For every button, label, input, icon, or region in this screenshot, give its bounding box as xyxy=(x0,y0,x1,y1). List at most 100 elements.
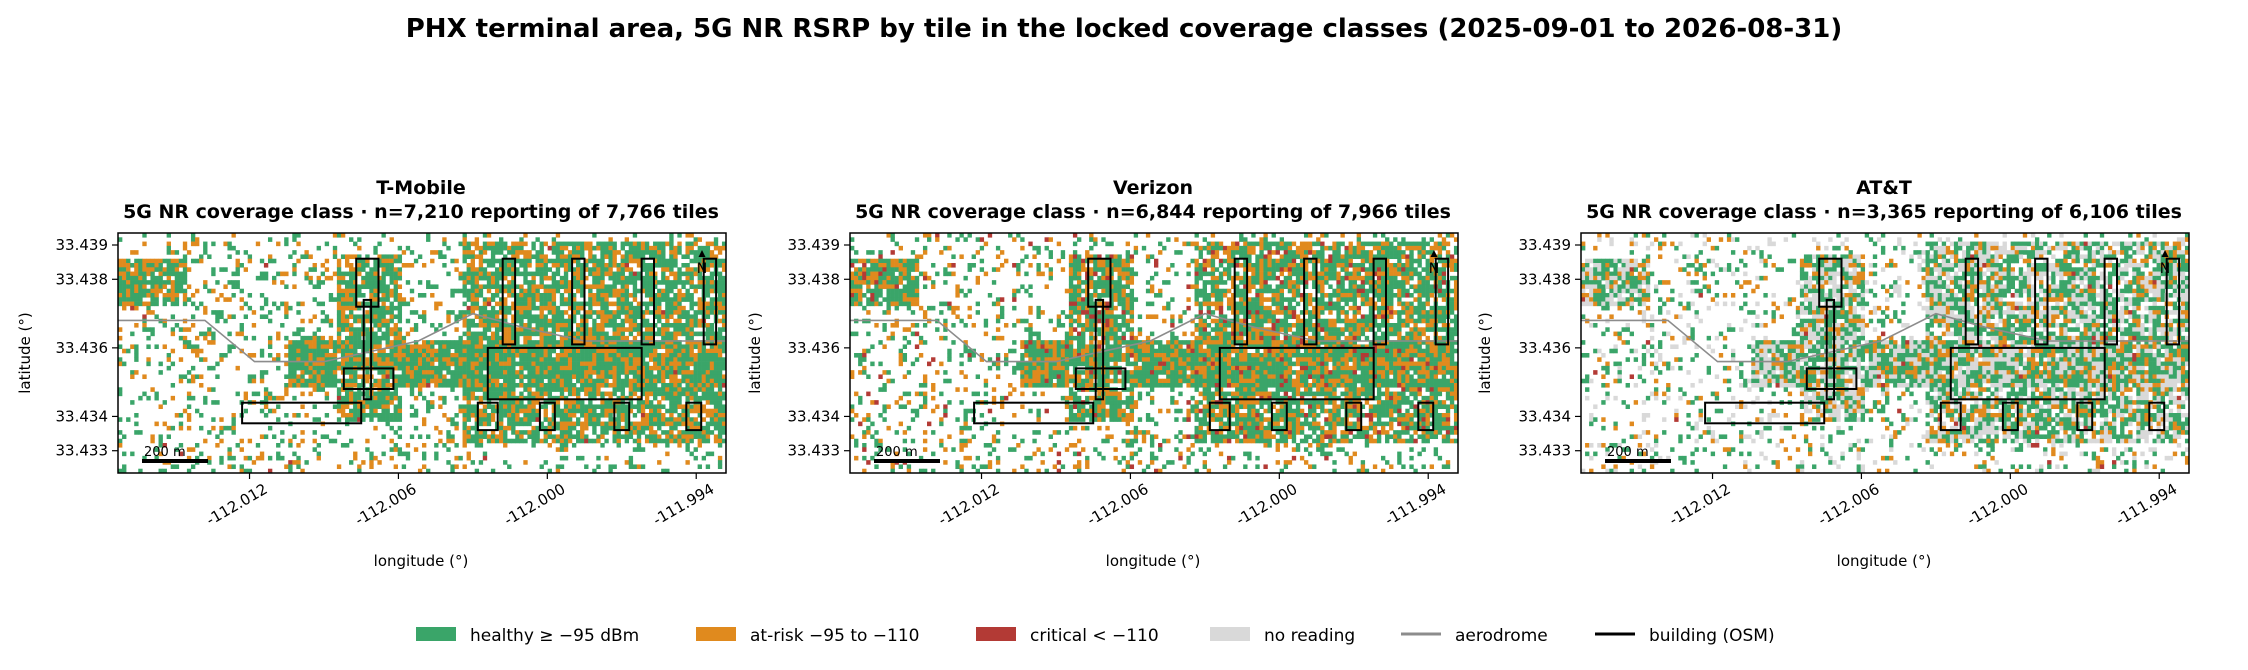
coverage-tile xyxy=(1210,263,1216,268)
coverage-tile xyxy=(563,275,569,281)
coverage-tile xyxy=(316,365,321,371)
coverage-tile xyxy=(555,344,561,350)
coverage-tile xyxy=(523,353,528,358)
coverage-tile xyxy=(393,297,398,302)
coverage-tile xyxy=(373,271,378,277)
coverage-tile xyxy=(721,417,726,422)
coverage-tile xyxy=(255,275,261,281)
coverage-tile xyxy=(166,267,171,272)
coverage-tile xyxy=(580,263,585,268)
coverage-tile xyxy=(648,280,654,285)
coverage-tile xyxy=(1445,250,1451,255)
coverage-tile xyxy=(657,438,662,444)
coverage-tile xyxy=(426,353,431,358)
coverage-tile xyxy=(219,460,224,465)
coverage-tile xyxy=(527,254,532,260)
coverage-tile xyxy=(624,353,630,358)
coverage-tile xyxy=(632,233,638,238)
coverage-tile xyxy=(681,417,686,422)
coverage-tile xyxy=(616,357,621,362)
coverage-tile xyxy=(389,425,394,431)
coverage-tile xyxy=(685,361,690,367)
coverage-tile xyxy=(1226,245,1232,251)
coverage-tile xyxy=(604,438,609,444)
coverage-tile xyxy=(628,241,634,247)
coverage-tile xyxy=(580,327,585,332)
coverage-tile xyxy=(612,344,617,350)
coverage-tile xyxy=(673,374,678,380)
coverage-tile xyxy=(336,430,342,435)
coverage-tile xyxy=(677,280,682,285)
coverage-tile xyxy=(442,254,447,260)
coverage-tile xyxy=(620,378,625,384)
coverage-tile xyxy=(701,425,707,431)
coverage-tile xyxy=(576,250,581,255)
coverage-tile xyxy=(717,245,723,251)
coverage-tile xyxy=(701,370,707,375)
coverage-tile xyxy=(511,395,516,401)
coverage-tile xyxy=(174,323,180,328)
coverage-tile xyxy=(267,310,273,315)
coverage-tile xyxy=(1308,241,1313,247)
coverage-tile xyxy=(353,340,358,345)
coverage-tile xyxy=(466,400,471,405)
coverage-tile xyxy=(482,241,488,247)
coverage-tile xyxy=(535,353,540,358)
coverage-tile xyxy=(1231,258,1236,264)
coverage-tile xyxy=(640,430,646,435)
coverage-tile xyxy=(555,353,561,358)
coverage-tile xyxy=(1145,258,1151,264)
coverage-tile xyxy=(600,293,605,298)
coverage-tile xyxy=(499,275,504,281)
coverage-tile xyxy=(490,413,496,418)
coverage-tile xyxy=(507,250,512,255)
coverage-tile xyxy=(486,297,492,302)
coverage-tile xyxy=(478,271,484,277)
coverage-tile xyxy=(442,241,447,247)
coverage-tile xyxy=(717,464,723,470)
coverage-tile xyxy=(604,374,609,380)
coverage-tile xyxy=(207,254,212,260)
coverage-tile xyxy=(353,383,358,388)
coverage-tile xyxy=(122,297,127,302)
coverage-tile xyxy=(486,245,492,251)
coverage-tile xyxy=(535,378,540,384)
coverage-tile xyxy=(1206,250,1212,255)
coverage-tile xyxy=(1117,258,1122,264)
coverage-tile xyxy=(669,395,674,401)
coverage-tile xyxy=(365,447,370,452)
coverage-tile xyxy=(531,357,536,362)
coverage-tile xyxy=(596,417,601,422)
coverage-tile xyxy=(616,293,621,298)
coverage-tile xyxy=(547,425,552,431)
coverage-tile xyxy=(882,258,887,264)
coverage-tile xyxy=(511,348,516,354)
coverage-tile xyxy=(600,395,605,401)
coverage-tile xyxy=(665,370,670,375)
coverage-tile xyxy=(677,378,682,384)
coverage-tile xyxy=(653,241,658,247)
coverage-tile xyxy=(616,271,621,277)
coverage-tile xyxy=(571,275,577,281)
coverage-tile xyxy=(397,267,403,272)
coverage-tile xyxy=(697,443,702,448)
coverage-tile xyxy=(340,305,346,311)
coverage-tile xyxy=(170,301,176,307)
coverage-tile xyxy=(648,340,654,345)
coverage-tile xyxy=(134,275,139,281)
coverage-tile xyxy=(547,297,552,302)
coverage-tile xyxy=(600,263,605,268)
coverage-tile xyxy=(215,310,220,315)
coverage-tile xyxy=(466,438,471,444)
coverage-tile xyxy=(709,378,715,384)
coverage-tile xyxy=(576,254,581,260)
coverage-tile xyxy=(681,305,686,311)
coverage-tile xyxy=(551,374,557,380)
coverage-tile xyxy=(438,395,443,401)
coverage-tile xyxy=(717,301,723,307)
coverage-tile xyxy=(567,340,573,345)
coverage-tile xyxy=(596,288,601,294)
coverage-tile xyxy=(349,357,354,362)
coverage-tile xyxy=(689,267,694,272)
coverage-tile xyxy=(604,297,609,302)
